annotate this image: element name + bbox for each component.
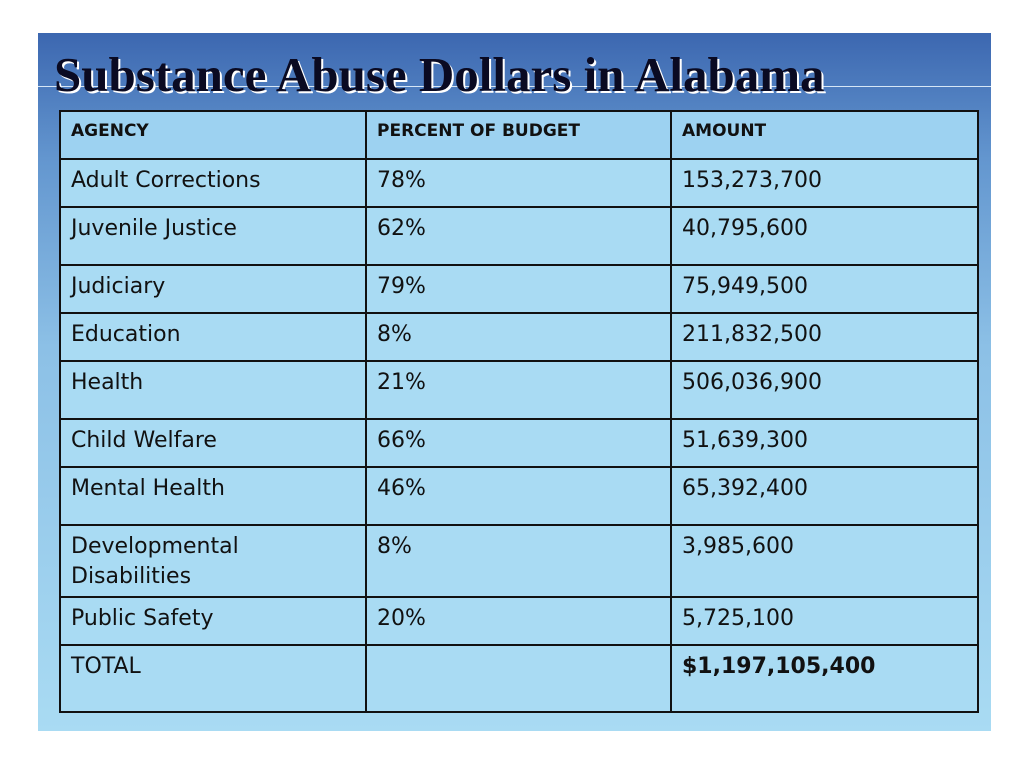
percent-cell: 21% bbox=[365, 360, 672, 420]
table-row: Public Safety 20% 5,725,100 bbox=[59, 596, 979, 646]
percent-cell: 8% bbox=[365, 312, 672, 362]
agency-cell: Mental Health bbox=[59, 466, 367, 526]
total-label-cell: TOTAL bbox=[59, 644, 367, 713]
amount-cell: 65,392,400 bbox=[670, 466, 979, 526]
slide-title: Substance Abuse Dollars in Alabama bbox=[54, 47, 825, 102]
table-row: Adult Corrections 78% 153,273,700 bbox=[59, 158, 979, 208]
agency-cell: Juvenile Justice bbox=[59, 206, 367, 266]
percent-cell: 20% bbox=[365, 596, 672, 646]
title-rule bbox=[38, 86, 991, 87]
amount-cell: 5,725,100 bbox=[670, 596, 979, 646]
percent-cell: 78% bbox=[365, 158, 672, 208]
total-amount-cell: $1,197,105,400 bbox=[670, 644, 979, 713]
total-row: TOTAL $1,197,105,400 bbox=[59, 644, 979, 713]
table-row: Developmental Disabilities 8% 3,985,600 bbox=[59, 524, 979, 598]
amount-cell: 153,273,700 bbox=[670, 158, 979, 208]
header-percent-of-budget: PERCENT OF BUDGET bbox=[365, 110, 672, 160]
table-row: Child Welfare 66% 51,639,300 bbox=[59, 418, 979, 468]
amount-cell: 3,985,600 bbox=[670, 524, 979, 598]
amount-cell: 506,036,900 bbox=[670, 360, 979, 420]
table-row: Judiciary 79% 75,949,500 bbox=[59, 264, 979, 314]
total-percent-cell bbox=[365, 644, 672, 713]
amount-cell: 40,795,600 bbox=[670, 206, 979, 266]
table-row: Health 21% 506,036,900 bbox=[59, 360, 979, 420]
table-row: Education 8% 211,832,500 bbox=[59, 312, 979, 362]
agency-cell: Developmental Disabilities bbox=[59, 524, 367, 598]
percent-cell: 62% bbox=[365, 206, 672, 266]
percent-cell: 66% bbox=[365, 418, 672, 468]
budget-table: AGENCY PERCENT OF BUDGET AMOUNT Adult Co… bbox=[59, 110, 979, 713]
agency-cell: Judiciary bbox=[59, 264, 367, 314]
table-header-row: AGENCY PERCENT OF BUDGET AMOUNT bbox=[59, 110, 979, 160]
percent-cell: 79% bbox=[365, 264, 672, 314]
percent-cell: 46% bbox=[365, 466, 672, 526]
agency-cell: Public Safety bbox=[59, 596, 367, 646]
agency-cell: Child Welfare bbox=[59, 418, 367, 468]
percent-cell: 8% bbox=[365, 524, 672, 598]
agency-cell: Health bbox=[59, 360, 367, 420]
header-amount: AMOUNT bbox=[670, 110, 979, 160]
amount-cell: 75,949,500 bbox=[670, 264, 979, 314]
amount-cell: 211,832,500 bbox=[670, 312, 979, 362]
table-row: Mental Health 46% 65,392,400 bbox=[59, 466, 979, 526]
header-agency: AGENCY bbox=[59, 110, 367, 160]
amount-cell: 51,639,300 bbox=[670, 418, 979, 468]
table-row: Juvenile Justice 62% 40,795,600 bbox=[59, 206, 979, 266]
agency-cell: Education bbox=[59, 312, 367, 362]
agency-cell: Adult Corrections bbox=[59, 158, 367, 208]
